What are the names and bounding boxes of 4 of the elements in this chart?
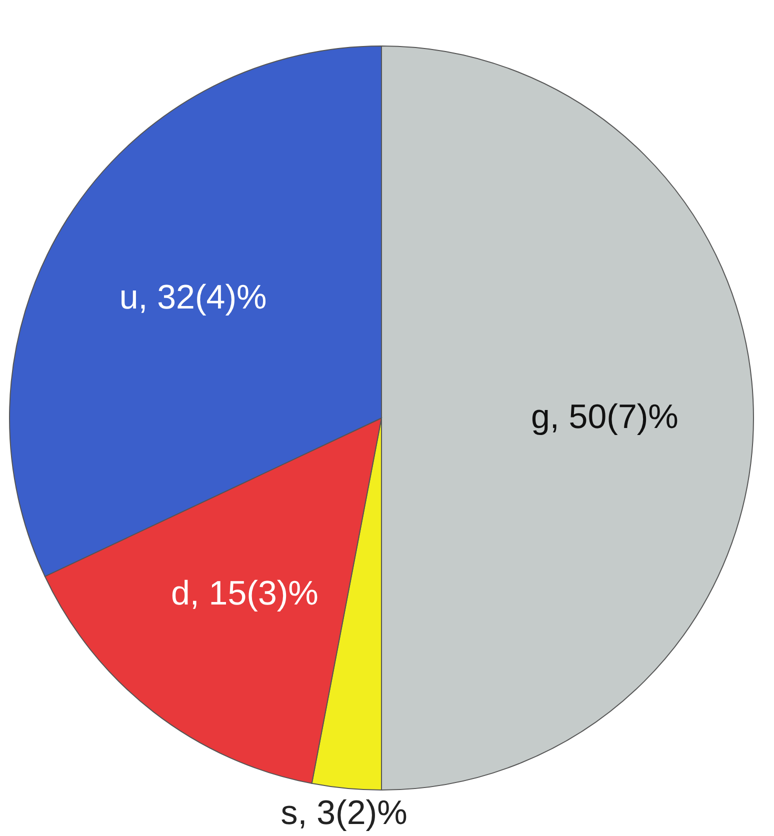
slice-label: u, 32(4)% xyxy=(119,278,267,316)
slice-label: d, 15(3)% xyxy=(170,574,318,612)
slice-label: g, 50(7)% xyxy=(530,398,678,436)
slice-label: s, 3(2)% xyxy=(280,794,408,832)
